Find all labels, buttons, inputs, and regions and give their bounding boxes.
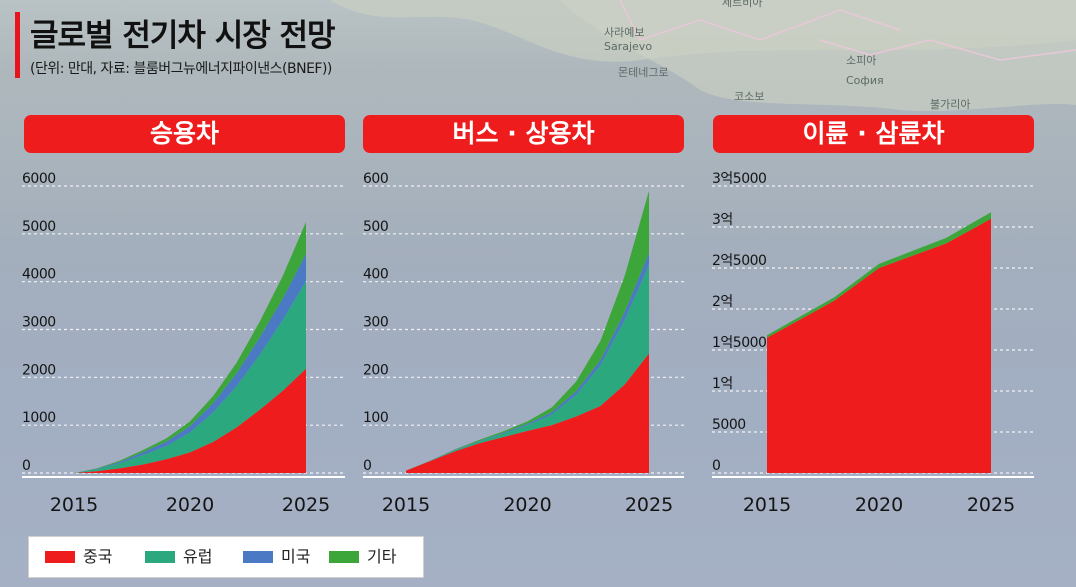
y-tick-label: 1억	[712, 376, 733, 392]
map-label-sofia-cyrillic: София	[846, 74, 884, 87]
x-tick-label: 2025	[625, 494, 673, 516]
x-tick-label: 2020	[503, 494, 551, 516]
area-china-2	[406, 353, 649, 473]
y-tick-label: 0	[363, 458, 371, 474]
legend-item-china: 중국	[45, 546, 112, 568]
y-tick-label: 300	[363, 315, 388, 331]
map-label-kosovo: 코소보	[734, 90, 765, 103]
y-tick-label: 1000	[22, 410, 56, 426]
x-tick-label: 2015	[50, 494, 98, 516]
y-tick-label: 3억	[712, 212, 733, 228]
y-tick-label: 2억	[712, 294, 733, 310]
y-tick-label: 3000	[22, 315, 56, 331]
area-usa-2	[406, 252, 649, 471]
y-tick-label: 600	[363, 171, 388, 187]
panel-header-bus-commercial: 버스 · 상용차	[363, 115, 684, 153]
legend-item-europe: 유럽	[145, 546, 212, 568]
legend-swatch-other	[329, 550, 359, 563]
y-tick-label: 200	[363, 362, 388, 378]
x-tick-label: 2025	[967, 494, 1015, 516]
map-label-bulgaria: 불가리아	[930, 98, 971, 111]
legend-swatch-usa	[243, 550, 273, 563]
map-label-montenegro: 몬테네그로	[618, 66, 669, 79]
area-china-1	[74, 368, 306, 473]
area-europe-1	[74, 280, 306, 473]
legend-swatch-china	[45, 550, 75, 563]
map-label-sarajevo: 사라예보	[604, 26, 645, 39]
legend-item-other: 기타	[329, 546, 396, 568]
legend-label-china: 중국	[83, 547, 113, 566]
title-accent-bar	[15, 12, 20, 78]
legend-label-other: 기타	[367, 547, 397, 566]
page-subtitle: (단위: 만대, 자료: 블룸버그뉴에너지파이낸스(BNEF))	[30, 61, 332, 77]
x-tick-label: 2020	[166, 494, 214, 516]
y-tick-label: 500	[363, 219, 388, 235]
map-label-sofia: 소피아	[846, 54, 877, 67]
map-label-serbia: 세르비아	[722, 0, 763, 9]
area-usa-1	[74, 253, 306, 473]
y-tick-label: 5000	[712, 417, 746, 433]
legend: 중국 유럽 미국 기타	[28, 536, 424, 578]
legend-item-usa: 미국	[243, 546, 310, 568]
x-tick-label: 2025	[282, 494, 330, 516]
y-tick-label: 0	[712, 458, 720, 474]
page-title: 글로벌 전기차 시장 전망	[30, 18, 336, 54]
area-china-3	[767, 218, 991, 473]
y-tick-label: 0	[22, 458, 30, 474]
panel-header-two-three-wheeler: 이륜 · 삼륜차	[713, 115, 1034, 153]
legend-label-europe: 유럽	[183, 547, 213, 566]
area-other-3	[767, 212, 991, 338]
y-tick-label: 100	[363, 410, 388, 426]
y-tick-label: 3억5000	[712, 171, 766, 187]
y-tick-label: 5000	[22, 219, 56, 235]
x-tick-label: 2015	[382, 494, 430, 516]
x-tick-label: 2020	[855, 494, 903, 516]
map-background	[0, 0, 1076, 112]
y-tick-label: 400	[363, 267, 388, 283]
area-europe-2	[406, 264, 649, 471]
x-tick-label: 2015	[743, 494, 791, 516]
y-tick-label: 2억5000	[712, 253, 766, 269]
y-tick-label: 1억5000	[712, 335, 766, 351]
area-other-1	[74, 221, 306, 473]
map-label-sarajevo-latin: Sarajevo	[604, 40, 653, 53]
panel-header-passenger: 승용차	[24, 115, 345, 153]
legend-label-usa: 미국	[281, 547, 311, 566]
y-tick-label: 6000	[22, 171, 56, 187]
y-tick-label: 2000	[22, 362, 56, 378]
y-tick-label: 4000	[22, 267, 56, 283]
legend-swatch-europe	[145, 550, 175, 563]
